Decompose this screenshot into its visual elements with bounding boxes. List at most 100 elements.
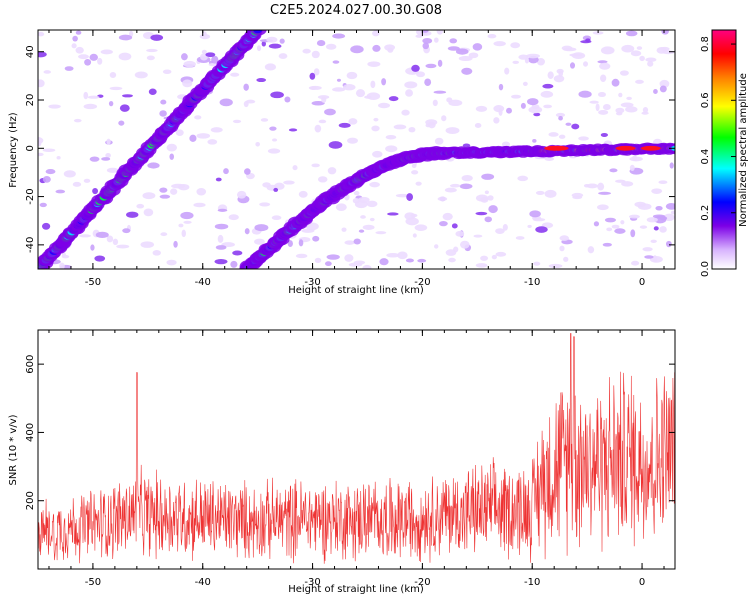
noise-blob	[642, 247, 653, 252]
noise-blob	[493, 117, 500, 124]
noise-blob	[460, 240, 470, 249]
noise-blob	[669, 162, 674, 169]
noise-blob	[578, 136, 589, 141]
x-tick-label: -40	[195, 277, 211, 288]
noise-blob	[266, 36, 278, 43]
noise-blob	[71, 43, 77, 49]
noise-blob	[449, 38, 458, 44]
noise-blob	[301, 228, 315, 233]
noise-blob	[558, 134, 566, 139]
noise-blob	[388, 96, 399, 102]
snr-ticks: -50 -40 -30 -20 -10 0 200 400 600	[25, 330, 675, 588]
noise-blob	[597, 204, 609, 211]
noise-blob	[474, 123, 482, 128]
noise-blob	[341, 227, 347, 232]
noise-blob	[83, 178, 91, 183]
noise-blob	[411, 64, 420, 72]
colorbar-label: Normalized spectral amplitude	[738, 73, 749, 227]
noise-blob	[118, 52, 132, 61]
noise-blob	[468, 52, 479, 59]
noise-blob	[189, 134, 197, 142]
noise-blob	[439, 220, 448, 227]
feature-peak	[548, 145, 569, 151]
feature-peak	[615, 145, 636, 151]
noise-blob	[84, 58, 92, 66]
noise-blob	[348, 262, 363, 267]
noise-blob	[481, 173, 495, 180]
y-tick-label: 20	[25, 94, 36, 107]
spectrogram-ylabel: Frequency (Hz)	[8, 112, 19, 188]
noise-blob	[38, 137, 44, 145]
noise-blob	[381, 78, 387, 86]
noise-blob	[100, 49, 113, 55]
noise-blob	[332, 33, 346, 39]
noise-blob	[87, 95, 100, 99]
noise-blob	[571, 123, 580, 130]
noise-blob	[536, 58, 545, 66]
noise-blob	[653, 226, 659, 231]
noise-blob	[434, 244, 439, 249]
noise-blob	[533, 112, 541, 117]
noise-blob	[217, 208, 228, 212]
noise-blob	[178, 223, 184, 228]
noise-blob	[298, 190, 308, 198]
noise-blob	[63, 170, 76, 178]
snr-panel: -50 -40 -30 -20 -10 0 200 400 600 Height of stra…	[8, 329, 676, 595]
noise-blob	[387, 212, 399, 216]
noise-blob	[589, 100, 599, 104]
noise-blob	[283, 180, 295, 185]
noise-blob	[175, 129, 184, 136]
noise-blob	[417, 258, 427, 263]
noise-blob	[278, 53, 288, 60]
colorbar-tick-label: 0.8	[700, 36, 711, 52]
noise-blob	[42, 148, 56, 152]
noise-blob	[375, 231, 387, 235]
noise-blob	[629, 156, 643, 162]
noise-blob	[205, 52, 216, 58]
noise-blob	[512, 60, 519, 64]
noise-blob	[393, 124, 407, 130]
noise-blob	[78, 54, 89, 60]
noise-blob	[48, 104, 61, 109]
noise-blob	[565, 122, 572, 126]
noise-blob	[254, 224, 269, 232]
noise-blob	[78, 234, 91, 238]
noise-blob	[526, 53, 540, 59]
noise-blob	[604, 217, 617, 223]
noise-blob	[332, 60, 340, 64]
noise-blob	[180, 211, 194, 220]
noise-blob	[659, 226, 667, 233]
noise-blob	[75, 30, 82, 35]
noise-blob	[97, 57, 103, 65]
noise-blob	[171, 183, 186, 189]
noise-blob	[279, 38, 285, 44]
noise-blob	[555, 112, 566, 118]
noise-blob	[462, 143, 471, 148]
noise-blob	[397, 251, 408, 260]
noise-blob	[243, 83, 249, 91]
noise-blob	[444, 187, 457, 193]
x-tick-label: -30	[304, 577, 320, 588]
noise-blob	[548, 263, 563, 269]
noise-blob	[475, 263, 488, 268]
x-tick-label: -20	[414, 277, 430, 288]
noise-blob	[421, 30, 429, 33]
spectrogram-image	[38, 30, 675, 269]
noise-blob	[183, 220, 192, 224]
noise-blob	[196, 133, 211, 139]
noise-blob	[532, 138, 537, 143]
noise-blob	[480, 196, 489, 203]
noise-blob	[384, 44, 396, 51]
noise-blob	[318, 119, 327, 124]
noise-blob	[370, 80, 376, 89]
noise-blob	[414, 224, 428, 231]
noise-blob	[118, 120, 125, 126]
noise-blob	[487, 195, 494, 201]
noise-blob	[645, 57, 657, 62]
noise-blob	[142, 192, 156, 200]
noise-blob	[535, 190, 545, 195]
noise-blob	[287, 240, 293, 248]
feature-core	[253, 30, 263, 34]
noise-blob	[327, 167, 337, 175]
